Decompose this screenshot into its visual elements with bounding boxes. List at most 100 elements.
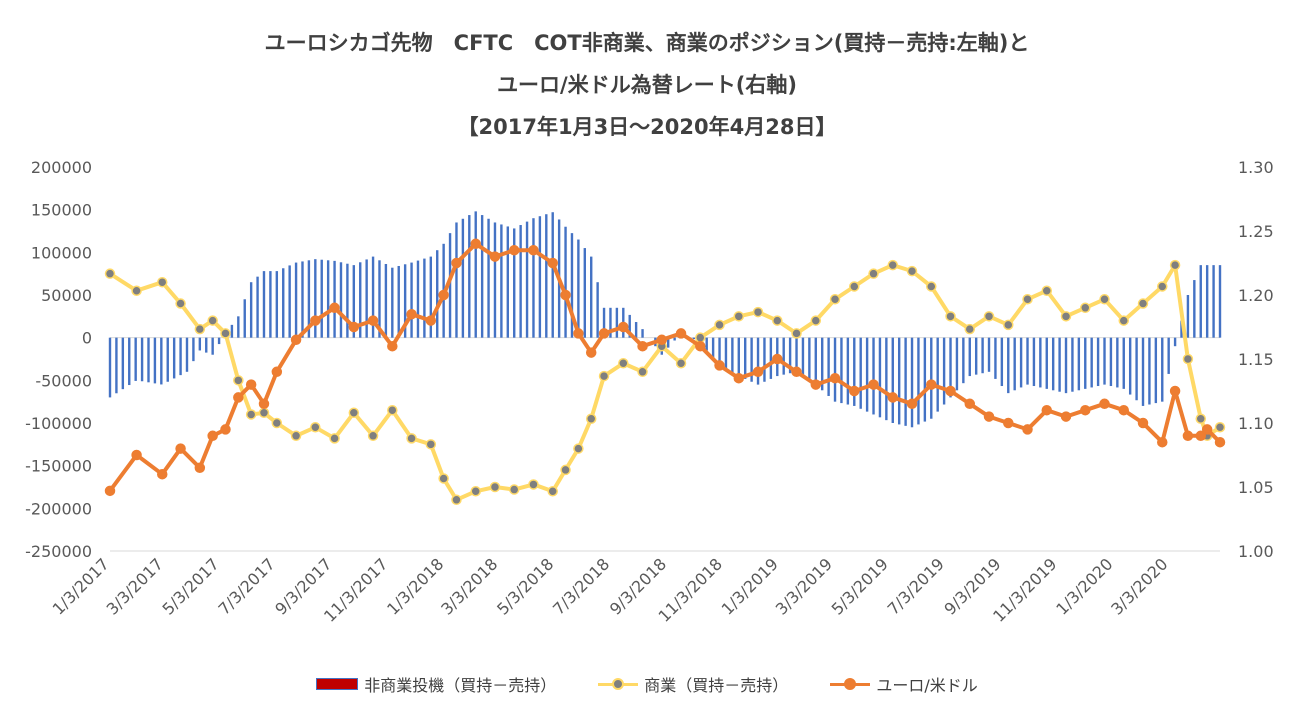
noncommercial-bar — [192, 337, 195, 362]
noncommercial-bar — [731, 337, 734, 374]
commercial-point — [233, 375, 244, 386]
commercial-point — [271, 417, 283, 429]
commercial-point — [104, 268, 116, 279]
noncommercial-bar — [667, 337, 670, 348]
legend-item-noncommercial: 非商業投機（買持－売持） — [316, 672, 556, 696]
eurusd-point — [220, 424, 231, 435]
noncommercial-bar — [1096, 337, 1100, 387]
noncommercial-bar — [455, 222, 458, 338]
noncommercial-bar — [756, 337, 760, 385]
noncommercial-bar — [724, 337, 728, 371]
noncommercial-bar — [570, 233, 574, 338]
noncommercial-bar — [705, 337, 708, 351]
eurusd-point — [175, 443, 186, 454]
eurusd-point — [367, 315, 379, 326]
eurusd-point — [1201, 424, 1213, 435]
commercial-point — [598, 370, 610, 382]
noncommercial-bar — [820, 337, 824, 391]
noncommercial-bar — [981, 337, 984, 374]
noncommercial-bar — [468, 215, 471, 338]
noncommercial-bar — [1186, 295, 1190, 338]
noncommercial-bar — [217, 337, 221, 345]
left-axis-tick-label: 0 — [82, 329, 92, 348]
noncommercial-bar — [339, 262, 343, 338]
noncommercial-bar — [974, 337, 978, 375]
noncommercial-bar — [346, 263, 349, 338]
legend-item-commercial: 商業（買持－売持） — [598, 672, 788, 696]
noncommercial-bar — [307, 260, 311, 338]
eurusd-line — [108, 241, 1222, 492]
noncommercial-bar — [942, 337, 946, 405]
commercial-point — [1003, 319, 1014, 331]
eurusd-point — [547, 257, 558, 269]
right-axis-tick-label: 1.15 — [1238, 350, 1274, 369]
eurusd-point — [1003, 417, 1014, 429]
eurusd-point — [1060, 411, 1072, 422]
noncommercial-bar — [1135, 337, 1138, 401]
eurusd-point — [868, 379, 879, 390]
commercial-point — [1041, 285, 1053, 296]
noncommercial-bar — [904, 337, 907, 426]
noncommercial-bar — [243, 299, 246, 338]
noncommercial-bar — [172, 337, 176, 379]
x-axis-tick-label: 5/3/2018 — [493, 554, 557, 618]
right-axis-tick-label: 1.30 — [1238, 158, 1274, 177]
noncommercial-bar — [910, 337, 914, 428]
noncommercial-bar — [923, 337, 927, 422]
commercial-point — [1195, 413, 1207, 424]
commercial-point — [849, 281, 860, 292]
eurusd-point — [585, 347, 597, 358]
commercial-point — [733, 311, 745, 322]
noncommercial-bar — [930, 337, 933, 419]
eurusd-point — [425, 315, 437, 326]
eurusd-point — [1080, 404, 1091, 416]
noncommercial-bar — [545, 214, 548, 338]
left-axis-tick-label: 100000 — [31, 243, 92, 262]
noncommercial-bar — [872, 337, 875, 415]
noncommercial-bar — [1039, 337, 1042, 388]
commercial-point — [637, 366, 648, 378]
x-axis-tick-label: 1/3/2017 — [49, 554, 113, 618]
right-axis-tick-label: 1.00 — [1238, 542, 1274, 561]
left-axis-tick-label: -50000 — [35, 371, 92, 390]
noncommercial-bar — [513, 228, 516, 338]
commercial-point — [573, 443, 584, 454]
noncommercial-bar — [1071, 337, 1074, 392]
noncommercial-bar — [1051, 337, 1055, 391]
eurusd-point — [348, 321, 360, 333]
commercial-point — [1137, 298, 1149, 309]
eurusd-point — [508, 244, 520, 256]
legend-item-eurusd: ユーロ/米ドル — [830, 672, 978, 696]
eurusd-point — [470, 238, 481, 250]
commercial-point — [926, 281, 937, 292]
commercial-point — [752, 306, 764, 318]
eurusd-point — [810, 379, 822, 390]
noncommercial-bar — [846, 337, 850, 405]
eurusd-point — [451, 257, 462, 269]
noncommercial-bar — [179, 337, 182, 376]
noncommercial-bar — [1019, 337, 1023, 388]
noncommercial-bar — [525, 221, 529, 338]
eurusd-point — [258, 398, 270, 410]
commercial-point — [1080, 302, 1091, 314]
left-axis-tick-label: -100000 — [25, 414, 92, 433]
noncommercial-bar — [121, 337, 125, 390]
x-axis-tick-label: 3/3/2019 — [772, 554, 836, 618]
commercial-point — [1060, 311, 1072, 322]
commercial-point — [906, 265, 918, 277]
noncommercial-bar — [448, 233, 452, 338]
noncommercial-bar — [949, 337, 952, 398]
noncommercial-bar — [1013, 337, 1016, 391]
noncommercial-bar — [365, 259, 368, 338]
eurusd-point — [1195, 430, 1207, 442]
commercial-point — [329, 433, 340, 444]
eurusd-point — [271, 366, 283, 378]
noncommercial-bar — [301, 261, 304, 338]
eurusd-point — [207, 430, 218, 442]
noncommercial-bar — [1128, 337, 1132, 395]
noncommercial-bar — [493, 222, 497, 338]
noncommercial-bar — [865, 337, 869, 412]
noncommercial-bar — [1205, 265, 1209, 338]
right-axis-tick-label: 1.25 — [1238, 222, 1274, 241]
commercial-point — [310, 422, 321, 433]
